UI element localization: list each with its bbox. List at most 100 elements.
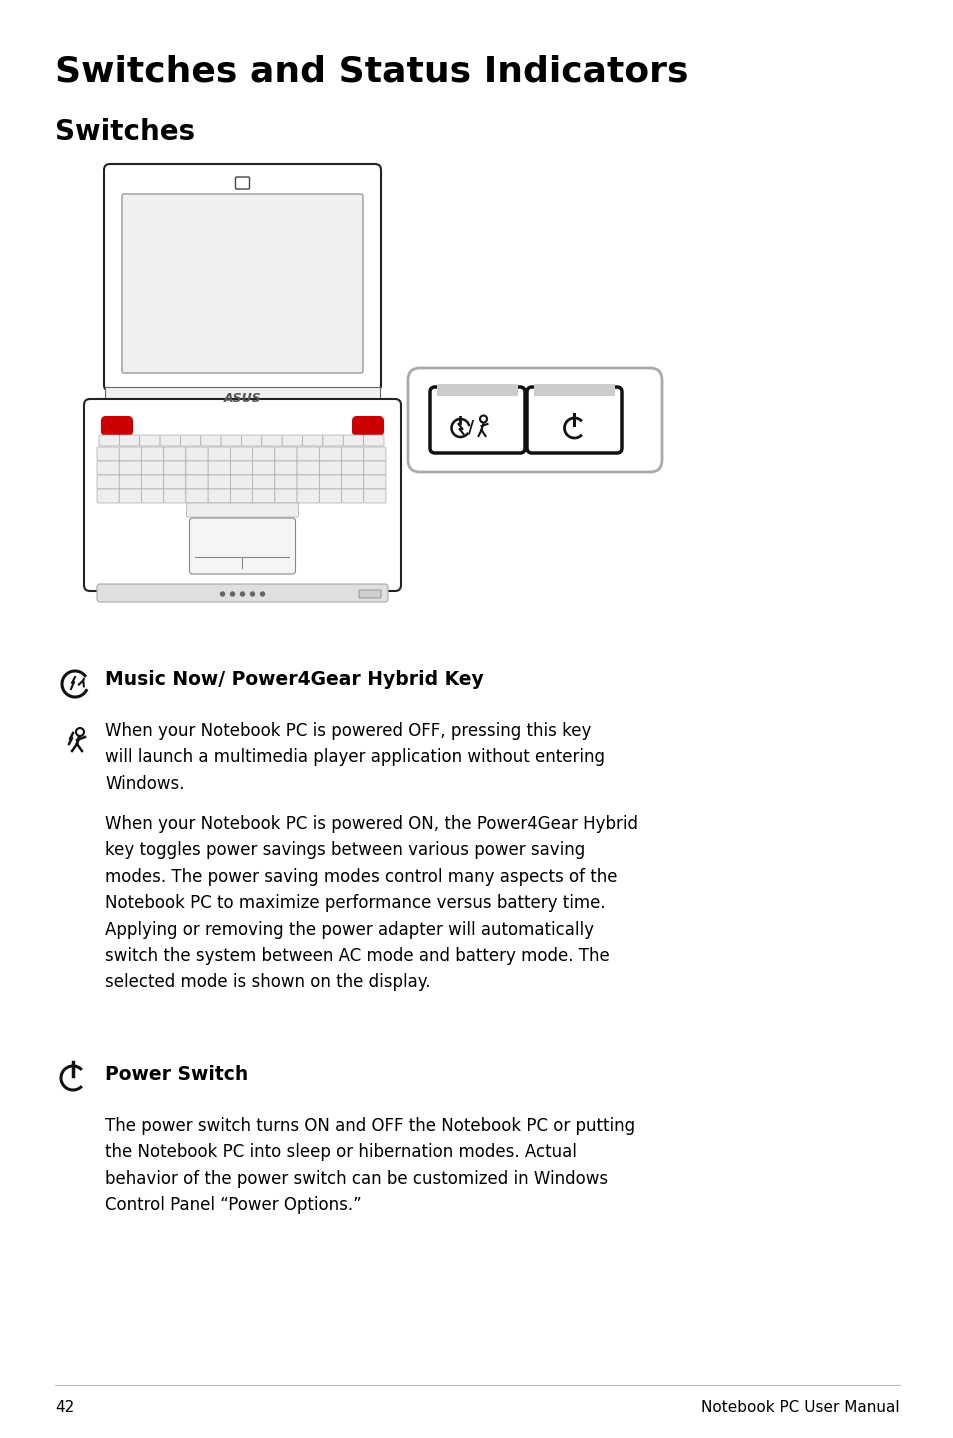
FancyBboxPatch shape [363, 436, 384, 446]
FancyBboxPatch shape [139, 436, 160, 446]
FancyBboxPatch shape [253, 475, 274, 489]
FancyBboxPatch shape [186, 447, 208, 462]
Text: 42: 42 [55, 1401, 74, 1415]
FancyBboxPatch shape [230, 489, 253, 503]
Circle shape [479, 416, 486, 423]
FancyBboxPatch shape [274, 475, 296, 489]
Circle shape [220, 592, 224, 595]
FancyBboxPatch shape [141, 447, 164, 462]
FancyBboxPatch shape [190, 518, 295, 574]
Text: ASUS: ASUS [223, 391, 261, 404]
FancyBboxPatch shape [274, 489, 296, 503]
FancyBboxPatch shape [230, 475, 253, 489]
FancyBboxPatch shape [253, 462, 274, 475]
FancyBboxPatch shape [353, 417, 382, 436]
FancyBboxPatch shape [164, 462, 186, 475]
FancyBboxPatch shape [319, 447, 341, 462]
FancyBboxPatch shape [208, 475, 230, 489]
FancyBboxPatch shape [186, 462, 208, 475]
Circle shape [260, 592, 264, 595]
FancyBboxPatch shape [141, 462, 164, 475]
FancyBboxPatch shape [119, 436, 139, 446]
FancyBboxPatch shape [341, 489, 363, 503]
FancyBboxPatch shape [430, 387, 524, 453]
FancyBboxPatch shape [341, 462, 363, 475]
FancyBboxPatch shape [186, 475, 208, 489]
FancyBboxPatch shape [319, 462, 341, 475]
FancyBboxPatch shape [235, 177, 250, 188]
FancyBboxPatch shape [102, 417, 132, 436]
FancyBboxPatch shape [436, 384, 517, 395]
FancyBboxPatch shape [261, 436, 282, 446]
Text: Power Switch: Power Switch [105, 1066, 248, 1084]
FancyBboxPatch shape [363, 475, 386, 489]
FancyBboxPatch shape [296, 447, 319, 462]
FancyBboxPatch shape [180, 436, 200, 446]
Text: Notebook PC User Manual: Notebook PC User Manual [700, 1401, 899, 1415]
FancyBboxPatch shape [302, 436, 322, 446]
FancyBboxPatch shape [119, 462, 141, 475]
FancyBboxPatch shape [526, 387, 621, 453]
FancyBboxPatch shape [363, 489, 386, 503]
FancyBboxPatch shape [282, 436, 302, 446]
FancyBboxPatch shape [141, 489, 164, 503]
FancyBboxPatch shape [253, 489, 274, 503]
FancyBboxPatch shape [230, 462, 253, 475]
FancyBboxPatch shape [105, 387, 379, 406]
FancyBboxPatch shape [160, 436, 180, 446]
Circle shape [251, 592, 254, 595]
FancyBboxPatch shape [341, 447, 363, 462]
FancyBboxPatch shape [322, 436, 343, 446]
FancyBboxPatch shape [274, 447, 296, 462]
FancyBboxPatch shape [186, 489, 208, 503]
FancyBboxPatch shape [97, 447, 119, 462]
FancyBboxPatch shape [253, 447, 274, 462]
Text: /: / [468, 418, 474, 437]
Circle shape [76, 728, 84, 736]
FancyBboxPatch shape [534, 384, 615, 395]
FancyBboxPatch shape [363, 462, 386, 475]
FancyBboxPatch shape [97, 489, 119, 503]
FancyBboxPatch shape [122, 194, 363, 372]
FancyBboxPatch shape [186, 503, 298, 518]
FancyBboxPatch shape [208, 462, 230, 475]
FancyBboxPatch shape [164, 475, 186, 489]
FancyBboxPatch shape [141, 475, 164, 489]
FancyBboxPatch shape [319, 475, 341, 489]
FancyBboxPatch shape [97, 584, 388, 603]
FancyBboxPatch shape [164, 489, 186, 503]
FancyBboxPatch shape [119, 475, 141, 489]
FancyBboxPatch shape [296, 475, 319, 489]
Circle shape [240, 592, 244, 595]
FancyBboxPatch shape [296, 462, 319, 475]
FancyBboxPatch shape [104, 164, 380, 391]
Circle shape [231, 592, 234, 595]
FancyBboxPatch shape [119, 447, 141, 462]
FancyBboxPatch shape [99, 436, 119, 446]
Text: Switches: Switches [55, 118, 195, 147]
FancyBboxPatch shape [200, 436, 221, 446]
FancyBboxPatch shape [319, 489, 341, 503]
FancyBboxPatch shape [97, 462, 119, 475]
Text: The power switch turns ON and OFF the Notebook PC or putting
the Notebook PC int: The power switch turns ON and OFF the No… [105, 1117, 635, 1214]
FancyBboxPatch shape [230, 447, 253, 462]
FancyBboxPatch shape [241, 436, 261, 446]
Text: Music Now/ Power4Gear Hybrid Key: Music Now/ Power4Gear Hybrid Key [105, 670, 483, 689]
FancyBboxPatch shape [97, 475, 119, 489]
Text: When your Notebook PC is powered OFF, pressing this key
will launch a multimedia: When your Notebook PC is powered OFF, pr… [105, 722, 604, 792]
FancyBboxPatch shape [164, 447, 186, 462]
FancyBboxPatch shape [208, 489, 230, 503]
FancyBboxPatch shape [84, 398, 400, 591]
Text: Switches and Status Indicators: Switches and Status Indicators [55, 55, 688, 89]
FancyBboxPatch shape [343, 436, 363, 446]
FancyBboxPatch shape [358, 590, 380, 598]
FancyBboxPatch shape [119, 489, 141, 503]
FancyBboxPatch shape [274, 462, 296, 475]
Text: When your Notebook PC is powered ON, the Power4Gear Hybrid
key toggles power sav: When your Notebook PC is powered ON, the… [105, 815, 638, 991]
FancyBboxPatch shape [408, 368, 661, 472]
FancyBboxPatch shape [296, 489, 319, 503]
FancyBboxPatch shape [363, 447, 386, 462]
FancyBboxPatch shape [221, 436, 241, 446]
FancyBboxPatch shape [208, 447, 230, 462]
FancyBboxPatch shape [341, 475, 363, 489]
